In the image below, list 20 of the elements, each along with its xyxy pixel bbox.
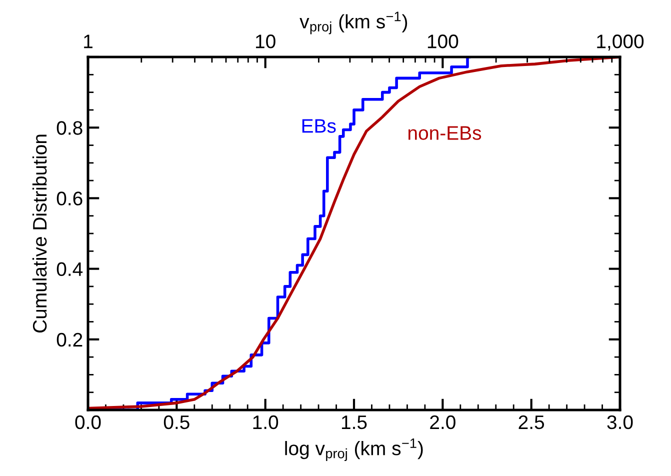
x-tick-label: 3.0 (607, 415, 633, 430)
y-tick-label: 0.6 (56, 192, 82, 206)
y-axis-title: Cumulative Distribution (32, 134, 47, 332)
x-tick-label: 0.5 (164, 415, 190, 430)
x-tick-label: 1.5 (342, 416, 367, 430)
x2-tick-label: 1 (84, 34, 92, 48)
x2-tick-label: 1,000 (597, 34, 644, 51)
x2-axis-title: v$_{proj}$ (km s$^{−1}$) (300, 12, 408, 34)
y-tick-label: 0.8 (56, 121, 82, 135)
x-tick-label: 0.0 (75, 415, 101, 430)
x-tick-label: 2.5 (518, 415, 544, 430)
x2-tick-label: 100 (428, 34, 458, 48)
y-tick-label: 0.4 (56, 262, 83, 276)
x-axis-title: log v$_{proj}$ (km s$^{−1}$) (285, 438, 423, 462)
x-tick-label: 1.0 (253, 415, 278, 430)
y-tick-label: 0.2 (56, 332, 82, 347)
x2-tick-label: 10 (256, 34, 276, 48)
x-tick-label: 2.0 (430, 415, 456, 430)
series-label: EBs (302, 119, 336, 133)
series-label: non-EBs (408, 126, 482, 140)
